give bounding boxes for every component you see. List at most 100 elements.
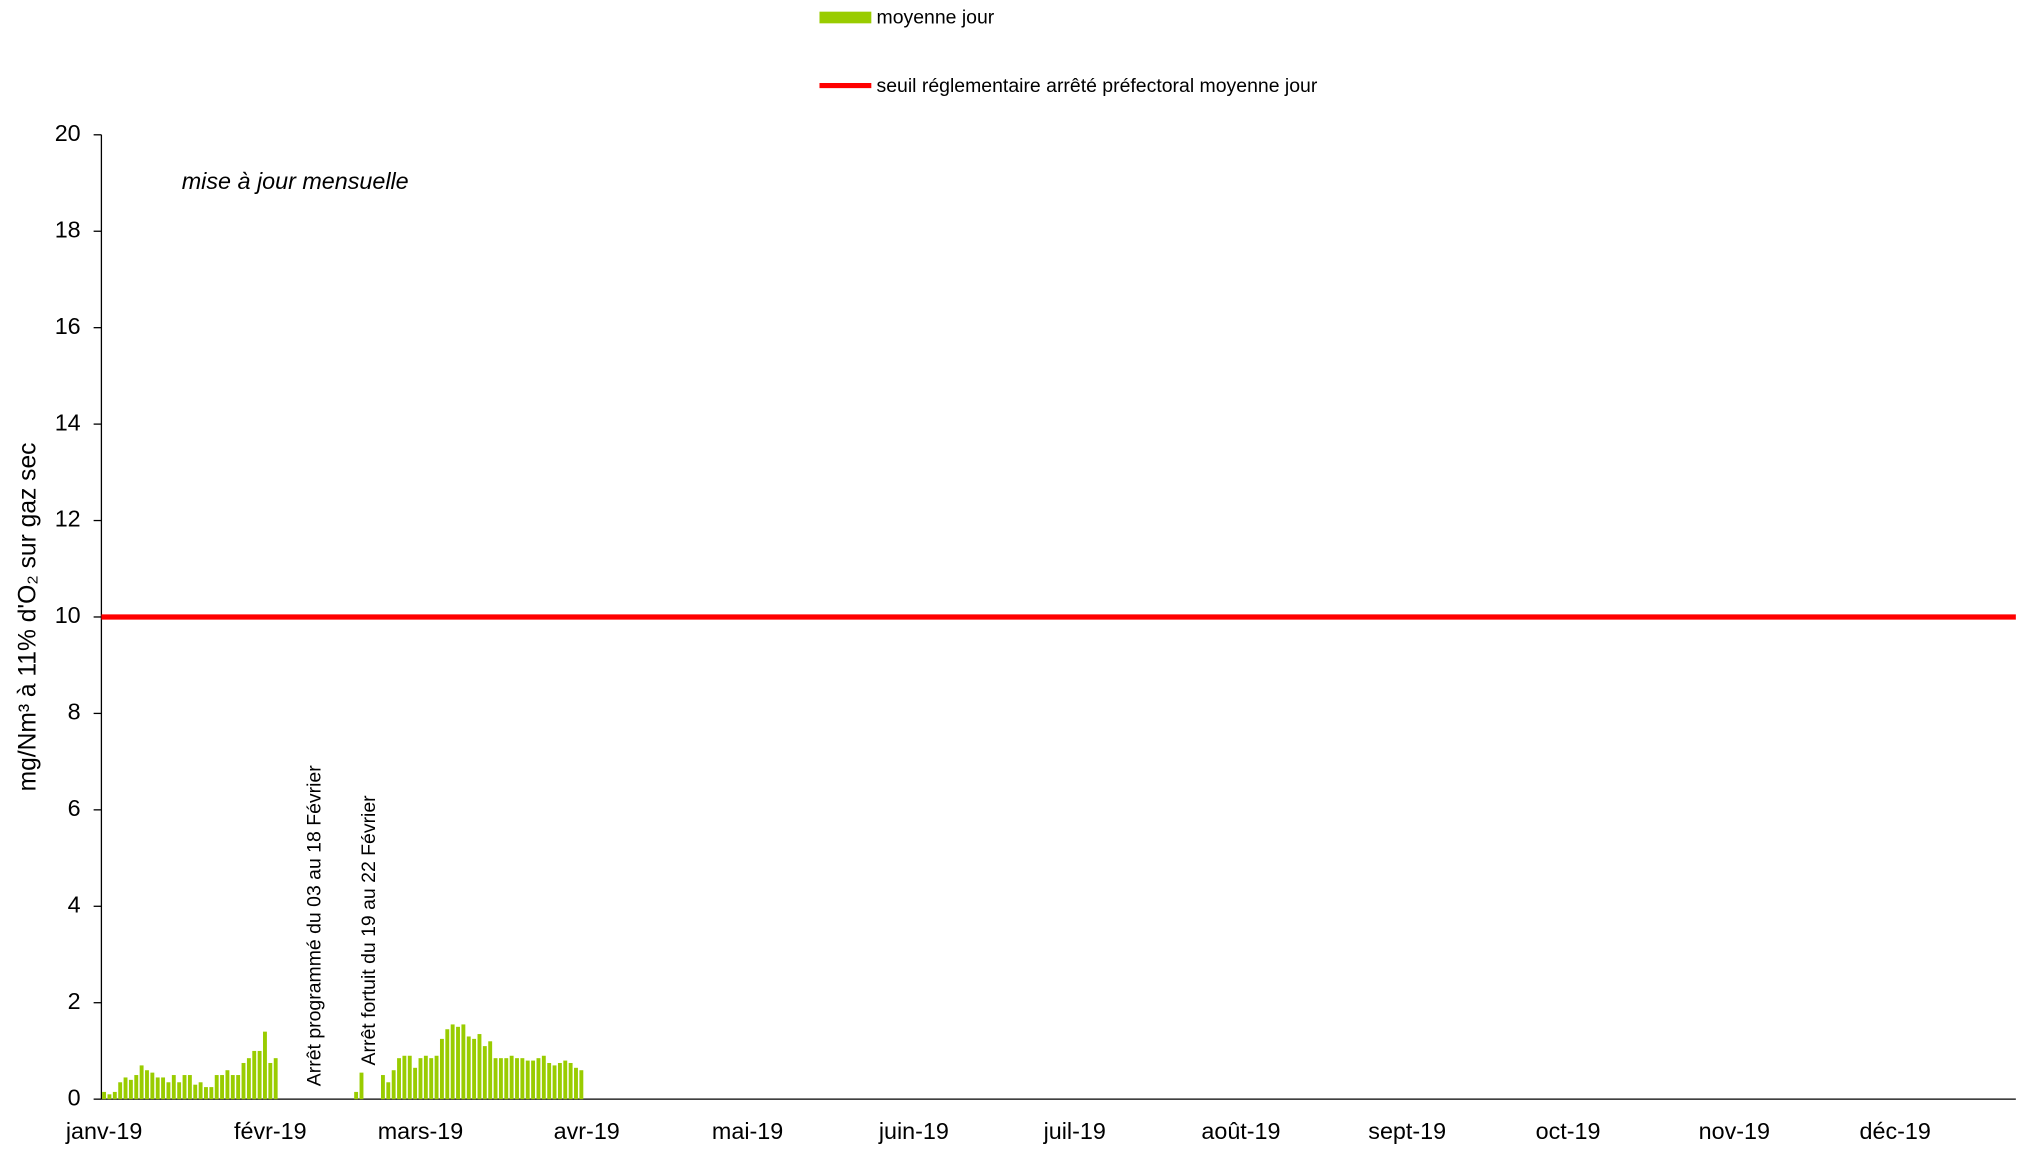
bar bbox=[477, 1034, 482, 1100]
bar bbox=[461, 1024, 466, 1100]
bar bbox=[145, 1070, 149, 1100]
bar bbox=[204, 1087, 208, 1100]
bar bbox=[128, 1079, 133, 1100]
bar bbox=[112, 1091, 117, 1100]
bar bbox=[520, 1058, 525, 1100]
legend-label: moyenne jour bbox=[877, 6, 995, 28]
bar bbox=[214, 1075, 219, 1100]
x-tick-label: juil-19 bbox=[1043, 1118, 1106, 1144]
x-tick-label: mars-19 bbox=[378, 1118, 464, 1144]
legend-label: seuil réglementaire arrêté préfectoral m… bbox=[877, 75, 1318, 97]
bar bbox=[150, 1072, 155, 1100]
bar bbox=[177, 1082, 182, 1100]
y-tick-label: 14 bbox=[55, 409, 81, 435]
bar bbox=[445, 1029, 450, 1100]
y-tick-label: 8 bbox=[68, 699, 81, 725]
x-tick-label: janv-19 bbox=[65, 1118, 143, 1144]
bar bbox=[407, 1055, 412, 1100]
y-tick-label: 6 bbox=[68, 795, 81, 821]
bar bbox=[563, 1060, 568, 1100]
bar bbox=[552, 1065, 557, 1100]
bar bbox=[236, 1075, 241, 1100]
bar bbox=[509, 1055, 514, 1100]
x-tick-label: oct-19 bbox=[1536, 1118, 1601, 1144]
bar bbox=[246, 1058, 251, 1100]
bar bbox=[359, 1072, 364, 1100]
x-tick-label: févr-19 bbox=[234, 1118, 307, 1144]
bar bbox=[161, 1077, 166, 1100]
bar bbox=[423, 1055, 428, 1100]
bar bbox=[568, 1062, 573, 1100]
bar bbox=[263, 1031, 267, 1100]
x-tick-label: nov-19 bbox=[1699, 1118, 1770, 1144]
bar bbox=[541, 1055, 546, 1100]
bar bbox=[273, 1058, 278, 1100]
bar bbox=[166, 1082, 171, 1100]
bar bbox=[225, 1070, 230, 1100]
bar bbox=[268, 1062, 273, 1100]
x-tick-label: sept-19 bbox=[1368, 1118, 1446, 1144]
bar bbox=[482, 1046, 487, 1100]
bar bbox=[391, 1070, 396, 1100]
bar bbox=[193, 1084, 198, 1100]
bar bbox=[241, 1062, 246, 1100]
bar bbox=[515, 1058, 519, 1100]
x-tick-label: avr-19 bbox=[554, 1118, 620, 1144]
bar bbox=[557, 1062, 562, 1100]
y-axis-label: mg/Nm³ à 11% d'O₂ sur gaz sec bbox=[14, 443, 41, 792]
bar bbox=[402, 1055, 407, 1100]
y-tick-label: 4 bbox=[68, 891, 81, 917]
y-tick-label: 20 bbox=[55, 120, 81, 146]
x-tick-label: juin-19 bbox=[878, 1118, 949, 1144]
bar bbox=[386, 1082, 391, 1100]
legend-swatch bbox=[819, 11, 872, 24]
bar bbox=[536, 1058, 541, 1100]
annotation: mise à jour mensuelle bbox=[182, 168, 409, 194]
bar bbox=[418, 1058, 423, 1100]
y-tick-label: 10 bbox=[55, 602, 81, 628]
x-tick-label: mai-19 bbox=[712, 1118, 783, 1144]
bar bbox=[107, 1094, 112, 1100]
bar bbox=[380, 1075, 385, 1100]
bar bbox=[397, 1058, 401, 1100]
bar bbox=[139, 1065, 144, 1100]
bar bbox=[134, 1075, 139, 1100]
bar bbox=[171, 1075, 176, 1100]
bar bbox=[198, 1082, 203, 1100]
bar bbox=[187, 1075, 192, 1100]
bar bbox=[450, 1024, 455, 1100]
bar bbox=[525, 1060, 530, 1100]
bar bbox=[252, 1050, 257, 1100]
bar bbox=[472, 1038, 477, 1100]
bar bbox=[579, 1070, 584, 1100]
bar bbox=[257, 1050, 262, 1100]
bar bbox=[429, 1058, 434, 1100]
bar bbox=[123, 1077, 128, 1100]
bar bbox=[439, 1038, 444, 1100]
bar bbox=[102, 1091, 107, 1100]
bar bbox=[466, 1036, 471, 1100]
y-tick-label: 18 bbox=[55, 216, 81, 242]
bar bbox=[547, 1062, 552, 1100]
bar bbox=[155, 1077, 160, 1100]
annotation: Arrêt fortuit du 19 au 22 Février bbox=[358, 795, 380, 1066]
bar bbox=[413, 1067, 418, 1100]
y-tick-label: 0 bbox=[68, 1084, 81, 1110]
y-tick-label: 2 bbox=[68, 988, 81, 1014]
bar bbox=[354, 1091, 359, 1100]
bar bbox=[182, 1075, 187, 1100]
annotation: Arrêt programmé du 03 au 18 Février bbox=[303, 765, 325, 1086]
x-tick-label: déc-19 bbox=[1860, 1118, 1931, 1144]
bar bbox=[531, 1060, 536, 1100]
bar bbox=[488, 1041, 493, 1100]
bar bbox=[220, 1075, 225, 1100]
y-tick-label: 16 bbox=[55, 313, 81, 339]
bar bbox=[118, 1082, 123, 1100]
bar bbox=[504, 1058, 509, 1100]
bar bbox=[230, 1075, 235, 1100]
bar bbox=[434, 1055, 439, 1100]
bar bbox=[498, 1058, 503, 1100]
bar bbox=[493, 1058, 498, 1100]
bar bbox=[574, 1067, 578, 1100]
